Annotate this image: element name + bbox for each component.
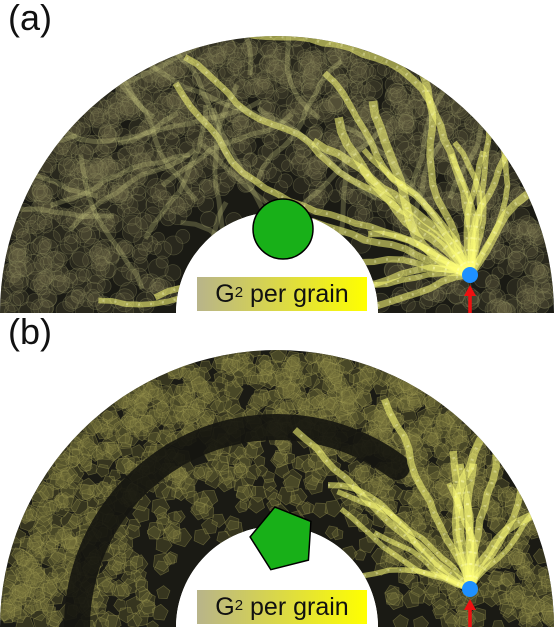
circle-grain-icon — [252, 198, 314, 260]
source-marker — [462, 581, 478, 597]
colorbar-base-b: G — [215, 592, 235, 621]
panel-label-b: (b) — [8, 311, 52, 352]
pentagon-grain-icon — [249, 506, 312, 571]
source-marker — [462, 267, 478, 283]
colorbar-text-b: per grain — [243, 592, 349, 621]
colorbar-text-a: per grain — [243, 279, 349, 308]
colorbar-exponent-b: 2 — [234, 596, 244, 614]
arrow-icon — [464, 599, 476, 610]
annulus-plot-a — [0, 36, 554, 313]
annulus-plot-b — [0, 350, 554, 627]
grain-packing — [0, 350, 554, 627]
arrow-icon — [464, 285, 476, 296]
colorbar-exponent-a: 2 — [234, 283, 244, 301]
panel-label-a: (a) — [8, 0, 52, 38]
colorbar-base-a: G — [215, 279, 235, 308]
force-chains — [0, 36, 554, 313]
